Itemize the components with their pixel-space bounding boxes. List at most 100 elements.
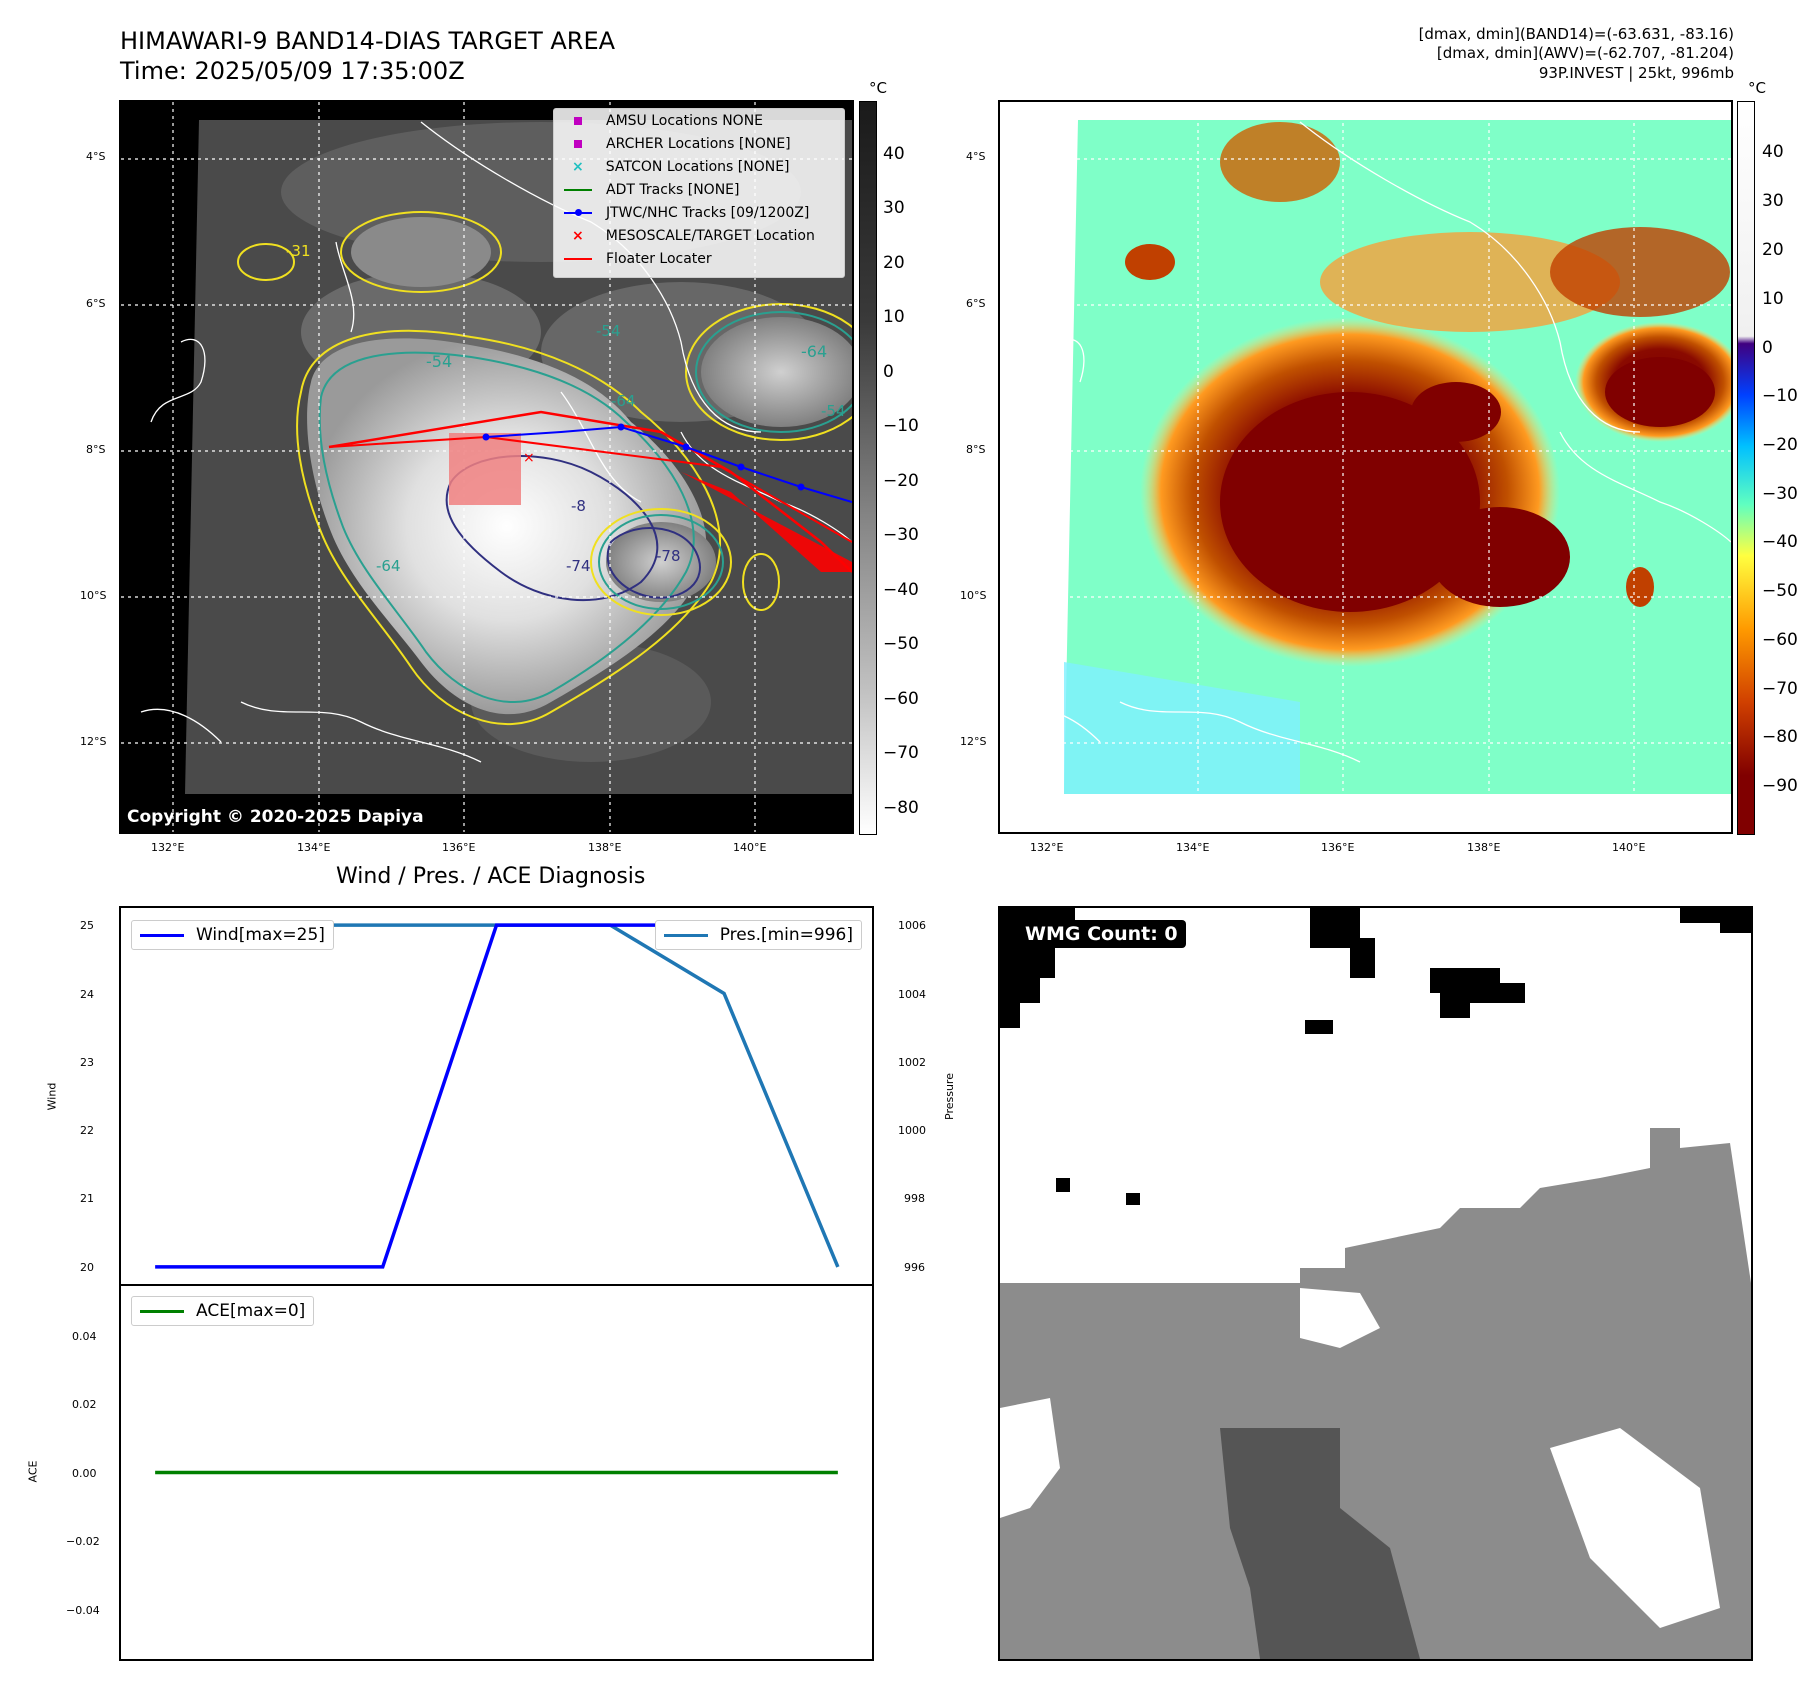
lat-tick: 12°S <box>960 735 987 748</box>
lat-tick: 12°S <box>80 735 107 748</box>
target-location-marker: × <box>523 450 535 466</box>
contour-label: -54 <box>821 402 846 420</box>
contour-label: -31 <box>286 242 311 260</box>
stats-line-3: 93P.INVEST | 25kt, 996mb <box>1538 64 1734 82</box>
ir-colorbar-tick: −30 <box>883 525 919 545</box>
ace-legend: ACE[max=0] <box>131 1296 315 1326</box>
ace-panel: ACE[max=0] <box>119 1284 874 1661</box>
awv-colorbar <box>1737 101 1755 835</box>
wind-pressure-plot <box>155 923 840 1269</box>
lon-tick: 140°E <box>1612 841 1646 854</box>
contour-label: -78 <box>656 547 681 565</box>
contour-label: -64 <box>611 392 636 410</box>
wind-tick: 23 <box>80 1056 94 1069</box>
lat-tick: 10°S <box>80 589 107 602</box>
line-marker-icon <box>564 257 592 260</box>
legend-item-jtwc: JTWC/NHC Tracks [09/1200Z] <box>554 201 844 224</box>
wind-tick: 25 <box>80 919 94 932</box>
floater-locater-line <box>328 410 852 573</box>
lon-tick: 136°E <box>442 841 476 854</box>
wind-tick: 20 <box>80 1261 94 1274</box>
ace-tick: 0.04 <box>72 1330 97 1343</box>
awv-colorbar-tick: −50 <box>1762 581 1798 601</box>
awv-colorbar-tick: −80 <box>1762 727 1798 747</box>
contour-label: -64 <box>376 557 401 575</box>
ir-colorbar-tick: −70 <box>883 743 919 763</box>
lat-tick: 8°S <box>966 443 986 456</box>
ir-colorbar-tick: 40 <box>883 144 905 164</box>
awv-colorbar-tick: 0 <box>1762 338 1773 358</box>
awv-colorbar-tick: 20 <box>1762 240 1784 260</box>
pressure-tick: 996 <box>904 1261 925 1274</box>
awv-colorbar-unit: °C <box>1748 79 1766 97</box>
wind-legend: Wind[max=25] <box>131 920 334 950</box>
blue-line-icon <box>663 933 708 937</box>
legend-item-satcon: × SATCON Locations [NONE] <box>572 158 790 175</box>
ir-colorbar-tick: 30 <box>883 198 905 218</box>
lon-tick: 138°E <box>588 841 622 854</box>
lon-tick: 136°E <box>1321 841 1355 854</box>
awv-colorbar-tick: 30 <box>1762 191 1784 211</box>
wind-tick: 22 <box>80 1124 94 1137</box>
ir-map-image: × <box>121 102 852 832</box>
square-marker-icon <box>574 139 582 148</box>
awv-map-image <box>1000 102 1731 832</box>
lon-tick: 134°E <box>1176 841 1210 854</box>
green-line-icon <box>140 1309 184 1313</box>
line-marker-icon <box>564 188 592 191</box>
contour-label: -54 <box>426 352 453 371</box>
stats-line-1: [dmax, dmin](BAND14)=(-63.631, -83.16) <box>1418 25 1734 43</box>
copyright-text: Copyright © 2020-2025 Dapiya <box>127 807 424 827</box>
awv-colorbar-tick: −60 <box>1762 630 1798 650</box>
ir-map-legend: AMSU Locations NONE ARCHER Locations [NO… <box>553 108 845 278</box>
ir-colorbar-tick: −80 <box>883 798 919 818</box>
lon-tick: 134°E <box>297 841 331 854</box>
awv-map-grid <box>1000 102 1731 832</box>
ace-plot <box>155 1470 838 1475</box>
awv-colorbar-tick: −10 <box>1762 386 1798 406</box>
ir-colorbar-tick: −50 <box>883 634 919 654</box>
pressure-tick: 1002 <box>898 1056 926 1069</box>
wind-tick: 24 <box>80 988 94 1001</box>
title-line-1: HIMAWARI-9 BAND14-DIAS TARGET AREA <box>120 27 616 55</box>
awv-map-panel <box>998 100 1733 834</box>
lat-tick: 6°S <box>86 297 106 310</box>
lon-tick: 132°E <box>151 841 185 854</box>
pressure-tick: 1000 <box>898 1124 926 1137</box>
ir-colorbar-unit: °C <box>869 79 887 97</box>
target-area-box <box>449 433 521 505</box>
legend-item-archer: ARCHER Locations [NONE] <box>554 132 844 155</box>
line-dot-marker-icon <box>564 208 592 216</box>
legend-item-target: × MESOSCALE/TARGET Location <box>572 227 815 244</box>
wmg-count-label: WMG Count: 0 <box>1017 920 1186 948</box>
ir-map-panel: × -54 -64 -31 -54 -64 -64 -54 -74 -8 -78… <box>119 100 854 834</box>
awv-colorbar-tick: −40 <box>1762 532 1798 552</box>
pressure-axis-label: Pressure <box>942 1073 956 1120</box>
legend-item-amsu: AMSU Locations NONE <box>554 109 844 132</box>
lat-tick: 8°S <box>86 443 106 456</box>
ir-colorbar-tick: −60 <box>883 689 919 709</box>
contour-label: -54 <box>596 322 621 340</box>
contour-label: -74 <box>566 557 591 575</box>
ir-colorbar-tick: −20 <box>883 471 919 491</box>
pressure-legend: Pres.[min=996] <box>654 920 862 950</box>
x-marker-icon: × <box>572 158 584 175</box>
lon-tick: 132°E <box>1030 841 1064 854</box>
ace-tick: −0.02 <box>66 1535 100 1548</box>
ir-colorbar-tick: −40 <box>883 580 919 600</box>
wind-panel-title: Wind / Pres. / ACE Diagnosis <box>336 864 646 889</box>
ir-colorbar-tick: 10 <box>883 307 905 327</box>
stats-line-2: [dmax, dmin](AWV)=(-62.707, -81.204) <box>1436 44 1734 62</box>
wmg-map <box>1000 908 1751 1659</box>
lat-tick: 10°S <box>960 589 987 602</box>
wind-pressure-panel: Wind[max=25] Pres.[min=996] <box>119 906 874 1286</box>
x-marker-icon: × <box>572 227 584 244</box>
ir-colorbar <box>859 101 877 835</box>
pressure-tick: 998 <box>904 1192 925 1205</box>
lon-tick: 138°E <box>1467 841 1501 854</box>
blue-line-icon <box>140 933 184 937</box>
ir-colorbar-tick: 0 <box>883 362 894 382</box>
legend-item-floater: Floater Locater <box>554 247 844 270</box>
ace-tick: 0.00 <box>72 1467 97 1480</box>
contour-label: -64 <box>801 342 828 361</box>
